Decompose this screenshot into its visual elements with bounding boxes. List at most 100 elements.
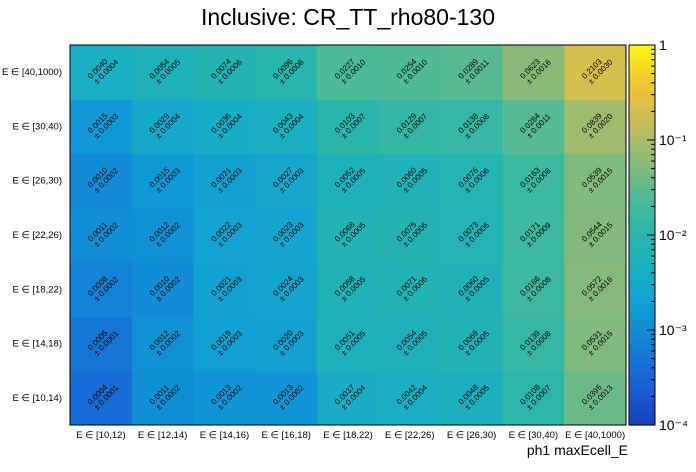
x-tick-label: E ∈ [16,18) — [261, 430, 310, 441]
colorbar-segment — [629, 356, 655, 365]
colorbar-segment — [629, 52, 655, 61]
colorbar-segment — [629, 151, 655, 160]
colorbar-segment — [629, 402, 655, 411]
heatmap-cell — [378, 207, 442, 263]
colorbar-segment — [629, 371, 655, 380]
x-tick-label: E ∈ [40,1000) — [565, 430, 625, 441]
colorbar-segment — [629, 204, 655, 213]
heatmap-cell — [255, 262, 318, 317]
colorbar-segment — [629, 45, 655, 54]
heatmap-cell — [70, 153, 133, 209]
heatmap-cell — [440, 45, 503, 100]
heatmap-cell — [131, 207, 195, 263]
heatmap-cell — [378, 153, 442, 209]
colorbar-segment — [629, 280, 655, 289]
colorbar-segment — [629, 143, 655, 152]
heatmap-cell — [378, 262, 442, 317]
colorbar-segment — [629, 227, 655, 236]
colorbar-segment — [629, 394, 655, 403]
colorbar-segment — [629, 341, 655, 350]
y-tick-label: E ∈ [22,26) — [13, 230, 62, 241]
colorbar-segment — [629, 197, 655, 206]
heatmap-cell — [440, 99, 503, 155]
colorbar-segment — [629, 98, 655, 107]
colorbar-segment — [629, 75, 655, 84]
chart-title: Inclusive: CR_TT_rho80-130 — [200, 4, 496, 30]
y-tick-label: E ∈ [26,30) — [13, 176, 62, 187]
heatmap-cell — [70, 207, 133, 263]
colorbar-segment — [629, 250, 655, 259]
colorbar-segment — [629, 212, 655, 221]
colorbar-segment — [629, 189, 655, 198]
heatmap-cell — [70, 99, 133, 155]
heatmap-cell — [317, 316, 380, 372]
heatmap-cell — [193, 262, 256, 317]
colorbar-segment — [629, 67, 655, 76]
heatmap-cell — [255, 153, 318, 209]
heatmap-cell — [193, 370, 256, 426]
heatmap-cell — [131, 370, 195, 426]
x-axis-title: ph1 maxEcell_E — [526, 442, 628, 458]
colorbar-segment — [629, 174, 655, 183]
heatmap-cell — [131, 262, 195, 317]
x-tick-label: E ∈ [10,12) — [76, 430, 125, 441]
x-tick-label: E ∈ [18,22) — [323, 430, 372, 441]
heatmap-cell — [502, 99, 565, 155]
colorbar-segment — [629, 409, 655, 418]
heatmap-cell — [440, 153, 503, 209]
heatmap-cell — [193, 207, 256, 263]
heatmap-cell — [193, 153, 256, 209]
heatmap-cell — [317, 45, 380, 100]
colorbar-segment — [629, 181, 655, 190]
heatmap-cell — [317, 207, 380, 263]
colorbar-tick-label: 1 — [659, 37, 667, 53]
heatmap-cell — [255, 99, 318, 155]
colorbar-segment — [629, 273, 655, 282]
heatmap-cell — [255, 316, 318, 372]
heatmap-cell — [131, 153, 195, 209]
colorbar-segment — [629, 349, 655, 358]
colorbar-segment — [629, 60, 655, 69]
heatmap-cell — [564, 153, 627, 209]
heatmap-cell — [255, 45, 318, 100]
heatmap-cell — [502, 370, 565, 426]
heatmap-cell — [70, 370, 133, 426]
colorbar-segment — [629, 326, 655, 335]
colorbar-segment — [629, 159, 655, 168]
colorbar-segment — [629, 219, 655, 228]
colorbar-segment — [629, 379, 655, 388]
colorbar-segment — [629, 364, 655, 373]
heatmap-cell — [131, 316, 195, 372]
heatmap-cell — [378, 99, 442, 155]
heatmap-cell — [440, 316, 503, 372]
heatmap-cell — [502, 45, 565, 100]
x-tick-label: E ∈ [22,26) — [385, 430, 434, 441]
plot-frame — [69, 44, 627, 426]
colorbar-segment — [629, 105, 655, 114]
colorbar-segment — [629, 288, 655, 297]
x-tick-label: E ∈ [12,14) — [138, 430, 187, 441]
y-tick-label: E ∈ [10,14) — [13, 393, 62, 404]
heatmap-cell — [502, 153, 565, 209]
colorbar-tick-label: 10⁻¹ — [659, 132, 687, 148]
y-tick-label: E ∈ [30,40) — [13, 121, 62, 132]
heatmap-cell — [440, 262, 503, 317]
colorbar-segment — [629, 90, 655, 99]
colorbar-segment — [629, 417, 655, 426]
y-tick-label: E ∈ [18,22) — [13, 284, 62, 295]
colorbar-tick-label: 10⁻² — [659, 227, 687, 243]
heatmap-cell — [502, 316, 565, 372]
y-tick-label: E ∈ [40,1000) — [2, 67, 62, 78]
heatmap-cell — [378, 45, 442, 100]
heatmap-cell — [70, 45, 133, 100]
heatmap-cell — [70, 262, 133, 317]
heatmap-cell — [317, 262, 380, 317]
heatmap-cell — [440, 207, 503, 263]
colorbar-segment — [629, 83, 655, 92]
heatmap-cell — [317, 153, 380, 209]
colorbar-segment — [629, 265, 655, 274]
heatmap-cell — [502, 207, 565, 263]
colorbar-segment — [629, 235, 655, 244]
